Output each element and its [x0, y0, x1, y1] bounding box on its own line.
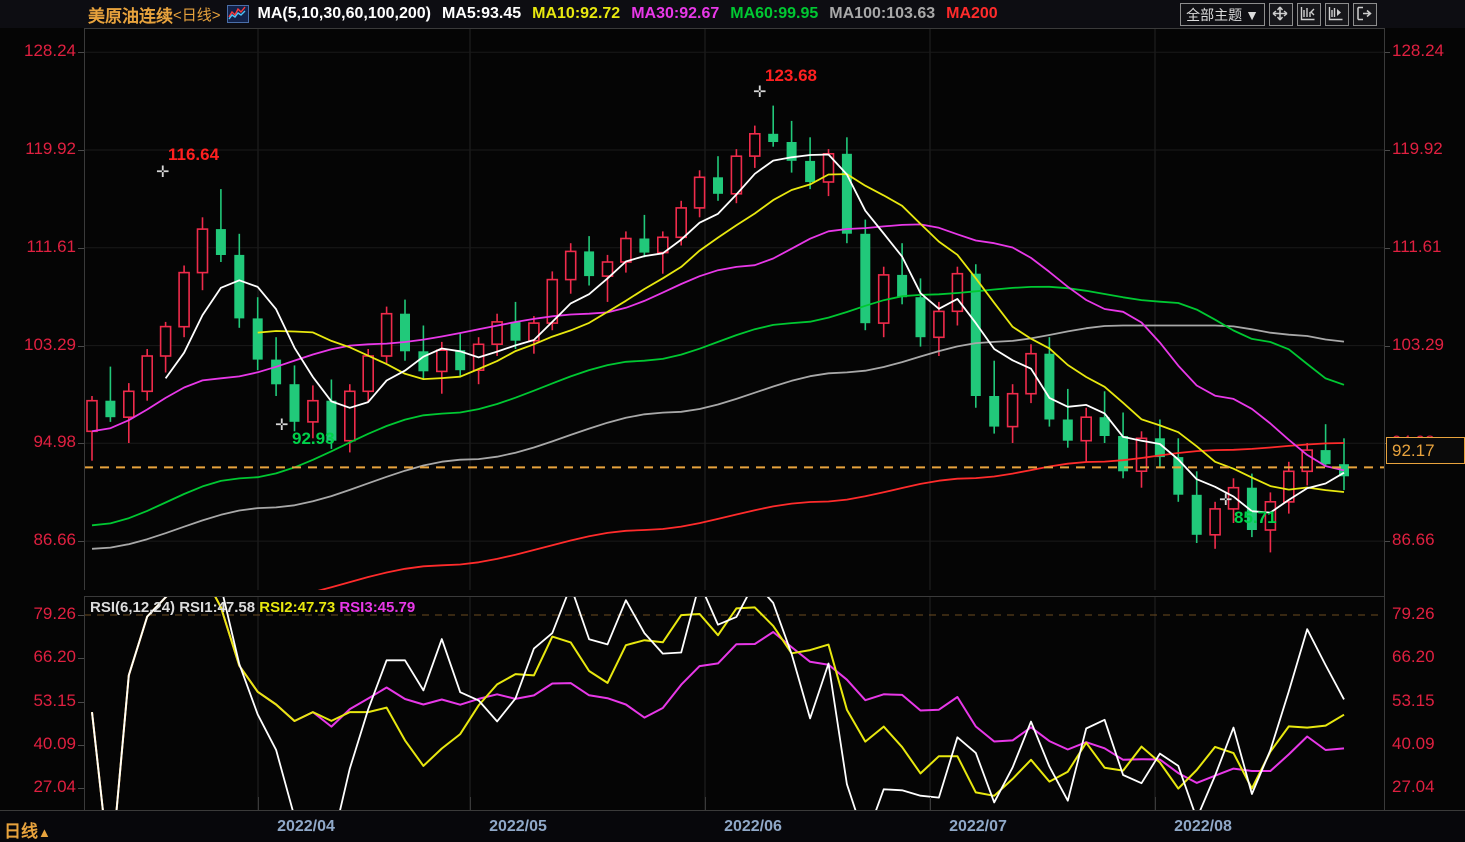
rsi-axis-label-right: 27.04	[1392, 777, 1435, 797]
rsi-header: RSI(6,12,24) RSI1:47.58 RSI2:47.73 RSI3:…	[90, 599, 415, 616]
annotation-cross-marker: ✛	[156, 164, 170, 181]
rsi-axis-label-left: 53.15	[33, 690, 76, 710]
axis-tick	[1384, 150, 1390, 152]
axis-tick	[1384, 247, 1390, 249]
rsi-axis-label-left: 27.04	[33, 777, 76, 797]
theme-select-label: 全部主题	[1186, 6, 1243, 23]
ma200-value: MA200	[946, 5, 998, 22]
axis-tick	[1384, 345, 1390, 347]
rsi3-value: RSI3:45.79	[339, 599, 416, 616]
axis-tick	[78, 541, 84, 543]
ma60-value: MA60:99.95	[730, 5, 819, 22]
ma30-value: MA30:92.67	[631, 5, 720, 22]
time-axis: 日线▲ 2022/04 2022/05 2022/06 2022/07 2022/08	[0, 797, 1465, 842]
rsi1-value: RSI1:47.58	[179, 599, 256, 616]
time-axis-tick	[705, 797, 706, 811]
price-axis-label-left: 128.24	[24, 41, 76, 61]
chart-toolbar: 全部主题 ▼	[1180, 3, 1377, 26]
time-axis-tick	[930, 797, 931, 811]
price-axis-label-left: 103.29	[24, 334, 76, 354]
axis-tick	[1384, 541, 1390, 543]
time-axis-tick	[258, 797, 259, 811]
rsi-axis-label-right: 79.26	[1392, 604, 1435, 624]
price-axis-label-right: 103.29	[1392, 334, 1444, 354]
axis-tick	[78, 52, 84, 54]
chart-shift-left-icon[interactable]	[1297, 3, 1321, 26]
right-axis-separator	[1384, 28, 1385, 810]
annotation-cross-marker: ✛	[1219, 492, 1233, 509]
time-axis-tick	[1155, 797, 1156, 811]
axis-tick	[78, 658, 84, 660]
annotation-cross-marker: ✛	[275, 417, 289, 434]
period-label: <日线>	[173, 6, 221, 24]
price-axis-label-right: 111.61	[1392, 236, 1442, 256]
triangle-up-icon: ▲	[38, 825, 51, 840]
price-annotation-3: 85.71	[1234, 508, 1277, 527]
chevron-down-icon: ▼	[1245, 6, 1259, 23]
line-chart-icon	[226, 5, 249, 23]
price-annotation-2: 92.93	[292, 429, 335, 448]
axis-tick	[78, 615, 84, 617]
axis-tick	[78, 345, 84, 347]
time-axis-label: 2022/07	[949, 818, 1007, 835]
price-chart-panel[interactable]	[84, 28, 1384, 590]
rsi-axis-label-left: 79.26	[33, 604, 76, 624]
rsi-formula: RSI(6,12,24)	[90, 599, 176, 616]
chart-exit-icon[interactable]	[1353, 3, 1377, 26]
price-axis-label-left: 86.66	[33, 530, 76, 550]
current-price-tag: 92.17	[1386, 437, 1465, 464]
rsi-axis-label-right: 40.09	[1392, 734, 1435, 753]
time-axis-label: 2022/05	[489, 818, 547, 835]
rsi-axis-label-right: 66.20	[1392, 647, 1435, 667]
price-axis-label-left: 119.92	[25, 139, 76, 159]
rsi-axis-label-left: 40.09	[33, 734, 76, 753]
ma5-value: MA5:93.45	[441, 5, 522, 22]
rsi-chart-svg	[84, 596, 1384, 810]
rsi-axis-label-left: 66.20	[33, 647, 76, 667]
time-axis-label: 2022/08	[1174, 818, 1232, 835]
ma-formula: MA(5,10,30,60,100,200)	[257, 5, 431, 22]
axis-tick	[78, 745, 84, 746]
chart-shift-right-icon[interactable]	[1325, 3, 1349, 26]
price-axis-label-right: 119.92	[1392, 139, 1443, 159]
time-axis-label: 2022/06	[724, 818, 782, 835]
time-axis-tick	[470, 797, 471, 811]
rsi-chart-panel[interactable]	[84, 596, 1384, 810]
axis-tick	[1384, 52, 1390, 54]
price-annotation-1: 123.68	[765, 66, 817, 85]
axis-tick	[78, 443, 84, 445]
rsi-axis-label-right: 53.15	[1392, 690, 1435, 710]
axis-tick	[78, 701, 84, 703]
ma100-value: MA100:103.63	[829, 5, 936, 22]
annotation-cross-marker: ✛	[753, 84, 767, 101]
price-axis-label-right: 128.24	[1392, 41, 1444, 61]
price-axis-label-left: 94.98	[33, 432, 76, 452]
price-chart-svg	[84, 28, 1384, 590]
period-toggle-label: 日线	[4, 822, 38, 841]
axis-tick	[78, 247, 84, 249]
price-axis-label-right: 86.66	[1392, 530, 1435, 550]
price-annotation-0: 116.64	[168, 145, 220, 164]
symbol-name[interactable]: 美原油连续	[88, 6, 173, 26]
ma10-value: MA10:92.72	[532, 5, 621, 22]
price-axis-label-left: 111.61	[26, 236, 76, 256]
axis-tick	[78, 788, 84, 790]
time-axis-label: 2022/04	[277, 818, 335, 835]
period-toggle-button[interactable]: 日线▲	[4, 817, 51, 842]
rsi2-value: RSI2:47.73	[259, 599, 336, 616]
crosshair-move-icon[interactable]	[1269, 3, 1293, 26]
theme-select[interactable]: 全部主题 ▼	[1180, 3, 1265, 26]
axis-tick	[78, 150, 84, 152]
